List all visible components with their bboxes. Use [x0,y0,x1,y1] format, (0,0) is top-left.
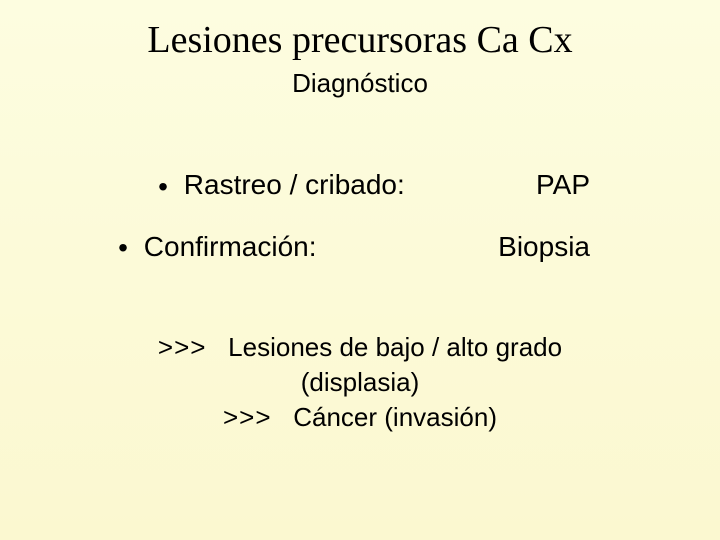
footer-line-1-text: Lesiones de bajo / alto grado [228,332,562,362]
bullet-row-2-left: Confirmación: [0,231,317,265]
slide-title: Lesiones precursoras Ca Cx [0,0,720,62]
arrow-icon: >>> [223,402,272,432]
footer-line-3: >>> Cáncer (invasión) [0,400,720,435]
bullet-row-2: Confirmación: Biopsia [0,231,720,265]
footer-block: >>> Lesiones de bajo / alto grado (displ… [0,330,720,435]
bullet-row-1-value: PAP [536,169,720,201]
bullet-row-1-left: Rastreo / cribado: [0,169,405,203]
footer-line-3-text: Cáncer (invasión) [293,402,497,432]
arrow-icon: >>> [158,332,207,362]
bullet-row-1-label: Rastreo / cribado: [184,169,405,200]
slide-subtitle: Diagnóstico [0,68,720,99]
content-area: Rastreo / cribado: PAP Confirmación: Bio… [0,169,720,264]
bullet-row-1: Rastreo / cribado: PAP [0,169,720,203]
bullet-icon [150,171,176,203]
bullet-row-2-label: Confirmación: [144,231,317,262]
bullet-icon [110,232,136,264]
footer-line-1: >>> Lesiones de bajo / alto grado [0,330,720,365]
bullet-row-2-value: Biopsia [498,231,720,263]
footer-line-2: (displasia) [0,365,720,400]
